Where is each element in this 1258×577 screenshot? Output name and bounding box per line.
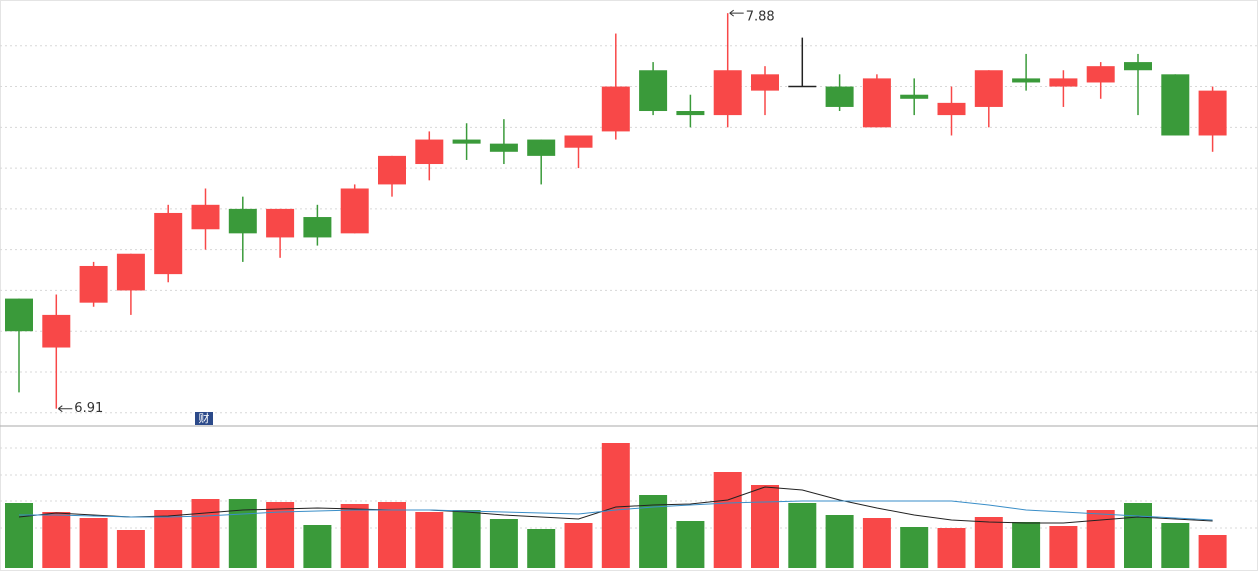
candle-body	[1049, 78, 1078, 87]
volume-bar	[79, 518, 108, 568]
candle-body	[228, 208, 257, 234]
volume-bar	[900, 527, 929, 568]
volume-bar	[564, 523, 593, 568]
volume-bar	[788, 503, 817, 568]
candle-body	[303, 217, 332, 238]
candle-body	[42, 314, 71, 348]
volume-bar	[378, 502, 406, 568]
volume-bar	[1198, 535, 1227, 568]
volume-bar	[116, 530, 145, 568]
volume-bar	[1086, 510, 1115, 568]
volume-bar	[1012, 522, 1041, 568]
candle-body	[489, 143, 518, 152]
candle-body	[79, 265, 108, 303]
candle-body	[527, 139, 556, 156]
moving-average	[18, 486, 1213, 524]
annotation-label: 7.88	[746, 10, 775, 25]
volume-bar	[713, 472, 742, 568]
candle-body	[601, 86, 630, 132]
volume-bar	[1161, 523, 1190, 568]
candle-body	[415, 139, 444, 165]
volume-bar	[676, 521, 705, 568]
annotation-arrow	[58, 405, 73, 413]
candle-body	[191, 204, 220, 230]
volume-bar	[862, 518, 891, 568]
candle-body	[378, 155, 406, 185]
volume-bar	[154, 510, 183, 568]
candle-body	[452, 139, 481, 144]
volume-bar	[527, 529, 556, 568]
volume-bar	[601, 443, 630, 568]
badge-box	[195, 412, 213, 425]
candle-body	[1012, 78, 1041, 83]
candle-body	[116, 253, 145, 291]
volume-bar	[825, 515, 854, 568]
volume-bar	[1124, 503, 1152, 568]
candle-body	[825, 86, 854, 107]
volume-bar	[489, 519, 518, 568]
volume-bar	[340, 504, 369, 568]
candle-body	[1086, 66, 1115, 83]
candle-body	[1198, 90, 1227, 136]
volume-bar	[5, 503, 33, 568]
candle-body	[5, 298, 33, 332]
candle-body	[937, 102, 966, 116]
volume-bar	[303, 525, 332, 568]
candle-body	[862, 78, 891, 128]
candle-body	[564, 135, 593, 148]
volume-bar	[1049, 526, 1078, 568]
candle-body	[1161, 74, 1190, 136]
volume-bar	[751, 485, 779, 568]
candle-body	[974, 70, 1003, 107]
candle-body	[1124, 62, 1152, 71]
annotation-label: 6.91	[74, 401, 103, 416]
candle-body	[751, 74, 779, 91]
annotation-arrow	[729, 9, 744, 17]
moving-average	[19, 500, 1213, 521]
volume-bar	[937, 528, 966, 568]
volume-bar	[452, 510, 481, 568]
volume-bar	[191, 499, 220, 568]
candle-body	[154, 212, 183, 275]
volume-bar	[42, 512, 71, 568]
volume-bar	[974, 517, 1003, 568]
badge: 财	[199, 411, 210, 425]
candle-body	[340, 188, 369, 234]
candle-body	[713, 70, 742, 116]
candle-body	[266, 208, 295, 238]
candle-body	[900, 94, 929, 99]
volume-bar	[415, 512, 444, 568]
candle-body	[676, 111, 705, 116]
candle-body	[639, 70, 668, 112]
